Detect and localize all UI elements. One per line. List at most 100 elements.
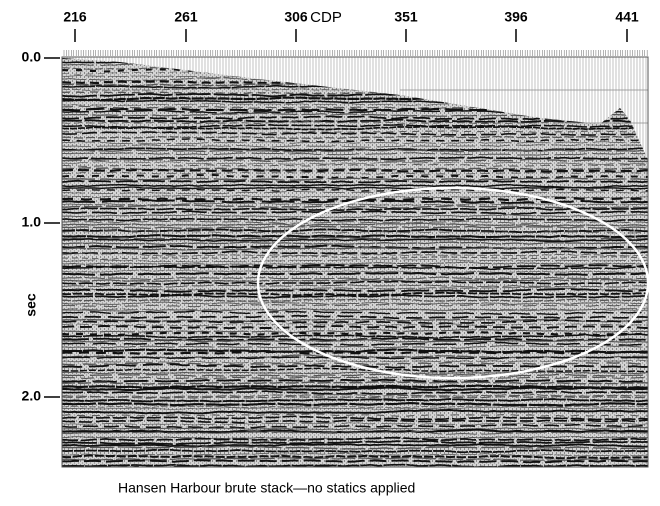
reflector	[62, 339, 648, 343]
reflector	[62, 183, 648, 189]
reflector	[62, 371, 648, 375]
reflector	[62, 168, 648, 173]
reflector	[62, 131, 648, 136]
reflector	[62, 149, 648, 153]
reflector	[62, 120, 648, 125]
reflector	[62, 105, 648, 110]
reflector	[62, 125, 648, 131]
reflector	[62, 92, 648, 98]
reflector	[62, 225, 648, 230]
reflector	[62, 471, 650, 474]
reflector	[62, 314, 648, 320]
reflector	[62, 333, 648, 340]
reflector	[62, 468, 650, 471]
reflector	[62, 384, 648, 389]
reflector	[62, 359, 648, 364]
reflector	[62, 348, 648, 354]
reflector	[62, 310, 648, 316]
reflector	[62, 375, 648, 380]
highlight-ellipse	[256, 186, 650, 380]
reflector	[62, 415, 648, 421]
reflector	[62, 298, 648, 303]
reflector	[62, 246, 648, 251]
reflector	[62, 405, 648, 409]
reflector	[62, 341, 648, 346]
reflector	[62, 206, 648, 212]
reflector	[62, 255, 648, 261]
top-tick-label: 396	[504, 9, 528, 25]
reflector	[62, 269, 648, 274]
reflector	[62, 406, 648, 410]
reflector	[62, 222, 648, 227]
top-tick-label: 306	[284, 9, 308, 25]
reflector	[62, 284, 648, 288]
caption: Hansen Harbour brute stack—no statics ap…	[118, 480, 415, 496]
reflector	[62, 393, 648, 398]
reflector	[62, 419, 648, 424]
reflector	[62, 373, 648, 377]
reflector	[62, 280, 648, 286]
reflector	[62, 179, 648, 184]
reflector	[62, 475, 650, 478]
top-tick-label: 216	[63, 9, 87, 25]
reflector	[62, 457, 648, 461]
reflector	[62, 423, 648, 429]
reflector	[62, 202, 648, 206]
reflector	[62, 258, 648, 263]
reflector	[62, 236, 648, 242]
reflector	[62, 291, 648, 297]
reflector	[62, 144, 648, 148]
reflector	[62, 431, 648, 435]
reflector	[62, 186, 648, 190]
left-tick-label: 1.0	[22, 214, 42, 230]
plot-frame	[61, 56, 649, 468]
reflector	[62, 217, 648, 223]
reflector	[62, 328, 648, 334]
reflector	[62, 238, 648, 243]
reflector	[62, 214, 648, 219]
reflector	[62, 344, 648, 349]
left-axis-label: sec	[23, 293, 39, 317]
reflector	[62, 228, 648, 234]
left-tick-label: 0.0	[22, 49, 42, 65]
reflector	[62, 378, 648, 383]
reflector	[62, 426, 648, 431]
reflector	[62, 459, 648, 464]
reflector	[62, 288, 648, 293]
reflector	[62, 161, 648, 165]
reflector	[62, 118, 648, 124]
reflector	[62, 191, 648, 195]
reflector	[62, 307, 648, 311]
reflector	[62, 463, 648, 467]
reflector	[62, 241, 648, 246]
reflector	[62, 171, 648, 176]
reflector	[62, 440, 648, 446]
reflector	[62, 319, 648, 325]
reflector	[62, 301, 648, 305]
reflector	[62, 278, 648, 283]
top-tick-label: 261	[174, 9, 198, 25]
reflector	[62, 390, 648, 395]
reflector	[62, 356, 648, 360]
reflector	[62, 398, 648, 403]
reflector	[62, 443, 648, 448]
reflector	[62, 395, 648, 399]
left-tick-label: 2.0	[22, 388, 42, 404]
reflector	[62, 422, 648, 426]
reflector	[62, 381, 648, 385]
reflector	[62, 324, 648, 330]
reflector	[62, 303, 648, 308]
reflector	[62, 408, 648, 415]
reflector	[62, 158, 648, 163]
reflector	[62, 195, 648, 199]
reflector	[62, 350, 648, 355]
reflector	[62, 234, 648, 239]
reflector	[62, 141, 648, 145]
reflector	[62, 252, 648, 257]
reflector	[62, 265, 648, 271]
top-tick-label: 351	[394, 9, 418, 25]
reflector	[62, 323, 648, 327]
reflector	[62, 163, 648, 167]
reflector	[62, 177, 648, 181]
